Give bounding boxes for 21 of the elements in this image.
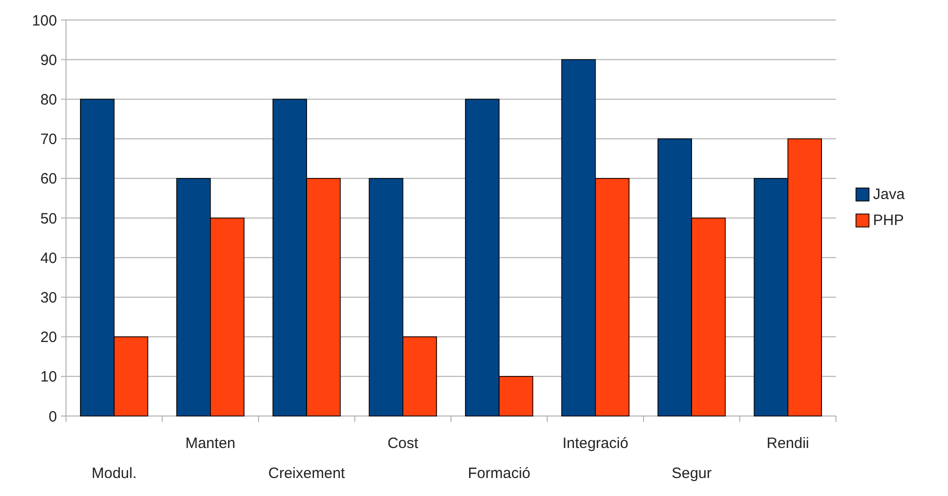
x-tick-label: Rendii <box>766 435 810 452</box>
x-tick-label: Segur <box>672 465 712 482</box>
y-tick-label: 50 <box>40 210 57 228</box>
x-tick-label: Integració <box>562 435 628 452</box>
y-tick-label: 60 <box>40 170 57 188</box>
x-tick-label: Cost <box>387 435 420 452</box>
x-tick-label: Creixement <box>268 465 346 482</box>
y-tick-label: 90 <box>40 52 57 69</box>
y-tick-label: 100 <box>32 12 57 30</box>
y-tick-label: 0 <box>48 408 57 426</box>
x-tick-label: Manten <box>185 435 236 452</box>
x-tick-label: Formació <box>468 465 530 482</box>
legend-label: PHP <box>873 212 904 229</box>
y-tick-label: 30 <box>40 289 57 306</box>
x-tick-label: Modul. <box>92 465 137 482</box>
y-tick-label: 10 <box>40 368 57 386</box>
y-tick-label: 20 <box>40 329 57 346</box>
y-tick-label: 80 <box>40 91 57 108</box>
legend-label: Java <box>873 186 906 203</box>
y-tick-label: 70 <box>40 131 57 148</box>
y-tick-label: 40 <box>40 250 57 267</box>
